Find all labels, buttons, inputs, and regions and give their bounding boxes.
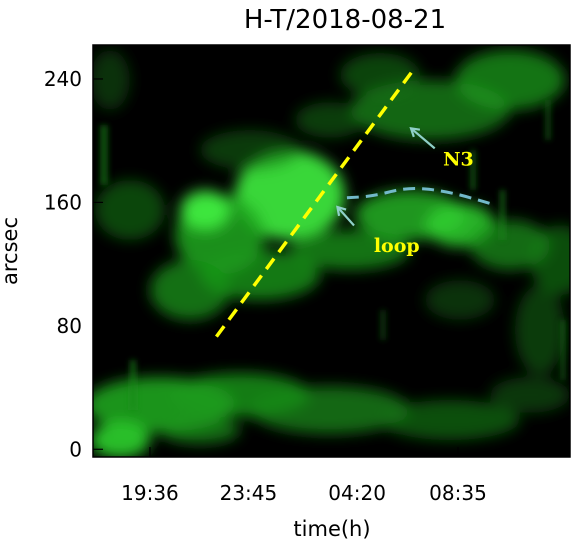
chart-title: H-T/2018-08-21: [244, 5, 446, 35]
annotation-label: N3: [443, 148, 474, 170]
x-tick-label: 19:36: [121, 481, 179, 505]
x-tick-label: 23:45: [220, 481, 278, 505]
loop-dashed-curve: [346, 187, 493, 206]
y-tick-label: 80: [57, 314, 82, 338]
annotation-arrow-head: [409, 126, 421, 138]
x-tick-label: 08:35: [429, 481, 487, 505]
x-axis: 19:36 23:45 04:20 08:35: [121, 447, 487, 505]
x-axis-label: time(h): [293, 517, 370, 541]
annotations: N3 loop: [336, 126, 474, 257]
emission-blobs: [93, 50, 570, 457]
feature-overlays: [214, 65, 493, 338]
y-tick-label: 0: [69, 437, 82, 461]
x-tick-label: 04:20: [328, 481, 386, 505]
annotation-arrow-shaft: [410, 127, 436, 150]
annotation-arrow-head: [336, 205, 347, 217]
emission-streaks: [100, 100, 566, 410]
y-axis-label: arcsec: [0, 217, 22, 285]
diagonal-dashed-line: [214, 65, 418, 338]
annotation-arrow-shaft: [336, 206, 355, 227]
emission-map: [93, 50, 570, 457]
y-tick-label: 240: [44, 67, 82, 91]
y-axis: 0 80 160 240: [44, 67, 103, 461]
y-tick-label: 160: [44, 190, 82, 214]
annotation-label: loop: [374, 235, 420, 257]
plot-frame: [92, 44, 571, 458]
